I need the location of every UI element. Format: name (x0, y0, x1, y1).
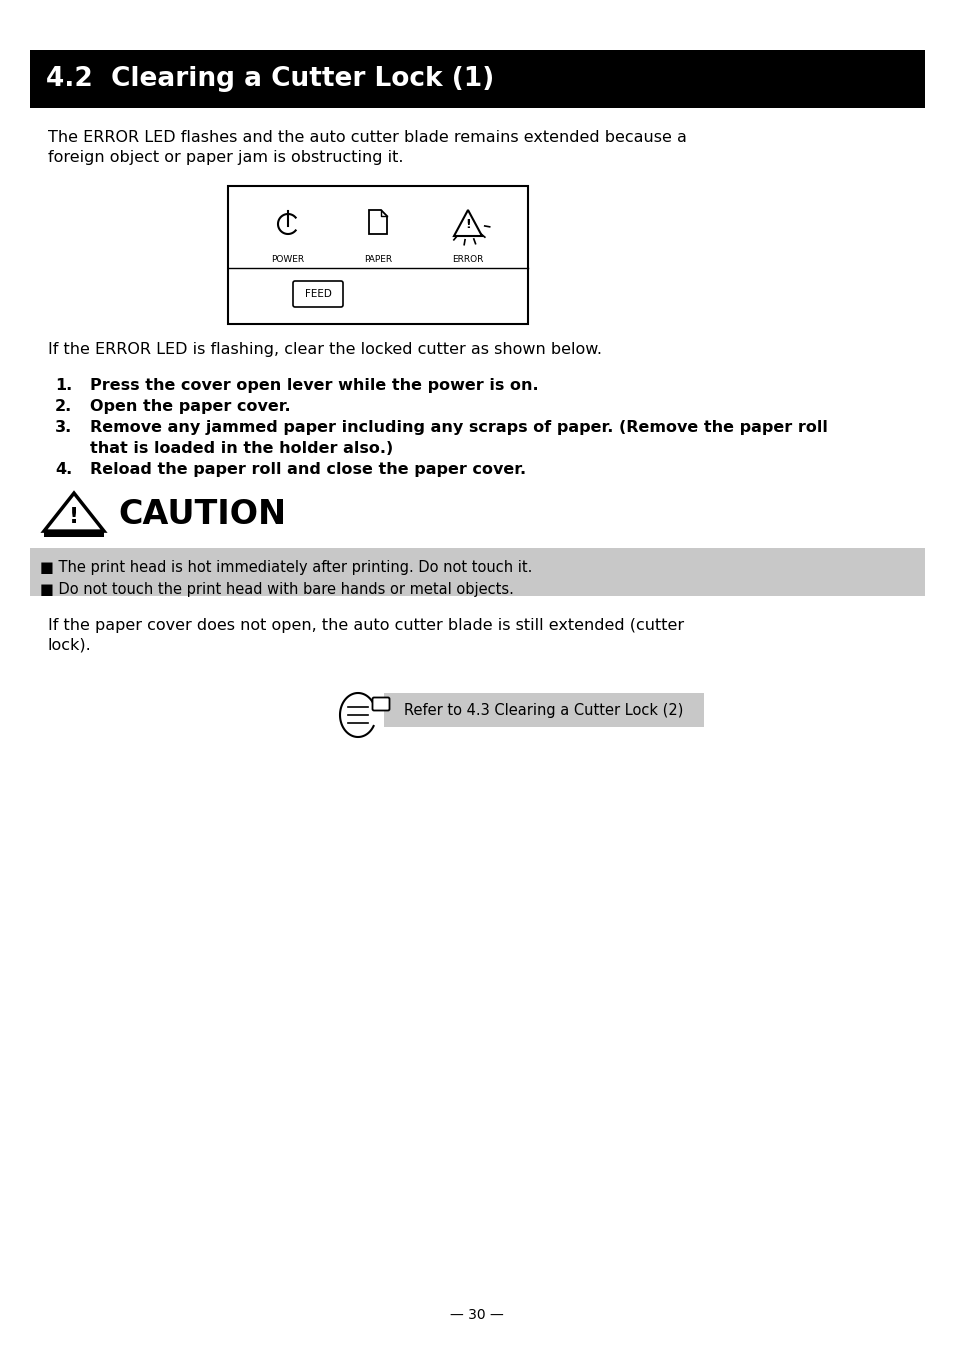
Text: If the ERROR LED is flashing, clear the locked cutter as shown below.: If the ERROR LED is flashing, clear the … (48, 342, 601, 357)
Bar (384, 694, 703, 727)
Text: Remove any jammed paper including any scraps of paper. (Remove the paper roll: Remove any jammed paper including any sc… (90, 420, 827, 435)
Polygon shape (44, 493, 104, 531)
Text: 1.: 1. (55, 379, 72, 393)
Text: ERROR: ERROR (452, 256, 483, 264)
Text: FEED: FEED (304, 289, 331, 299)
Text: foreign object or paper jam is obstructing it.: foreign object or paper jam is obstructi… (48, 150, 403, 165)
Text: 3.: 3. (55, 420, 72, 435)
Text: ■ The print head is hot immediately after printing. Do not touch it.: ■ The print head is hot immediately afte… (40, 560, 532, 575)
Text: lock).: lock). (48, 638, 91, 653)
Text: !: ! (465, 218, 471, 230)
Bar (44, 531, 104, 537)
Text: ■ Do not touch the print head with bare hands or metal objects.: ■ Do not touch the print head with bare … (40, 581, 514, 598)
Bar (228, 187, 527, 324)
Text: that is loaded in the holder also.): that is loaded in the holder also.) (90, 441, 393, 456)
Polygon shape (369, 210, 387, 234)
Text: POWER: POWER (272, 256, 304, 264)
Bar (30, 548, 924, 596)
Text: CAUTION: CAUTION (118, 498, 286, 530)
Text: Open the paper cover.: Open the paper cover. (90, 399, 291, 414)
Text: — 30 —: — 30 — (450, 1307, 503, 1322)
Text: Refer to 4.3 Clearing a Cutter Lock (2): Refer to 4.3 Clearing a Cutter Lock (2) (404, 703, 683, 718)
Text: !: ! (69, 507, 79, 527)
Text: Reload the paper roll and close the paper cover.: Reload the paper roll and close the pape… (90, 462, 525, 477)
Text: PAPER: PAPER (363, 256, 392, 264)
Text: The ERROR LED flashes and the auto cutter blade remains extended because a: The ERROR LED flashes and the auto cutte… (48, 130, 686, 145)
Text: Press the cover open lever while the power is on.: Press the cover open lever while the pow… (90, 379, 538, 393)
Text: 4.: 4. (55, 462, 72, 477)
FancyBboxPatch shape (293, 281, 343, 307)
Polygon shape (454, 210, 481, 237)
Text: 4.2  Clearing a Cutter Lock (1): 4.2 Clearing a Cutter Lock (1) (46, 66, 494, 92)
FancyBboxPatch shape (372, 698, 389, 711)
Text: If the paper cover does not open, the auto cutter blade is still extended (cutte: If the paper cover does not open, the au… (48, 618, 683, 633)
Text: 2.: 2. (55, 399, 72, 414)
Bar (30, 50, 924, 108)
